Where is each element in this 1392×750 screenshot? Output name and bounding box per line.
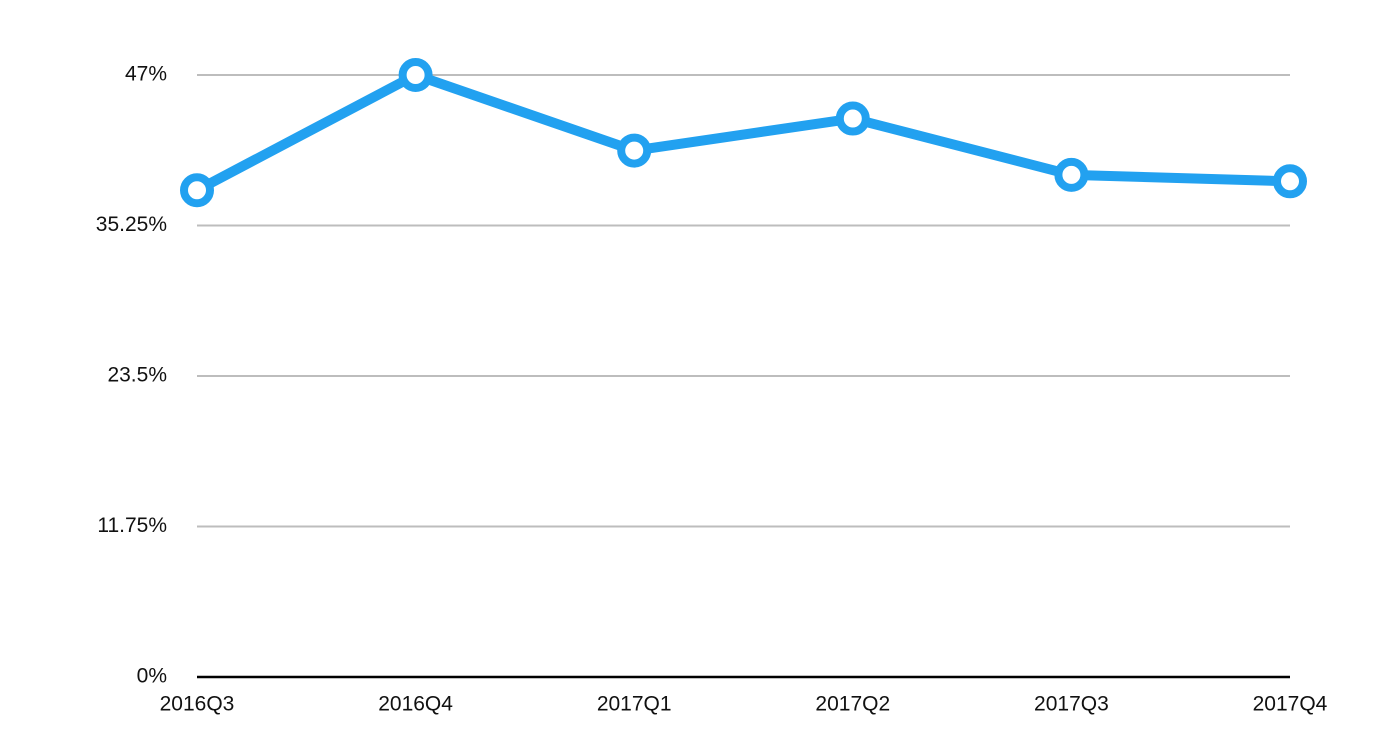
y-tick-label: 47% — [125, 63, 167, 86]
y-tick-label: 0% — [137, 665, 167, 688]
x-tick-label: 2016Q4 — [378, 693, 453, 716]
series-line — [194, 70, 1291, 195]
data-point — [617, 133, 652, 168]
x-tick-label: 2017Q2 — [815, 693, 890, 716]
x-tick-label: 2016Q3 — [160, 693, 235, 716]
y-tick-label: 23.5% — [107, 364, 167, 387]
x-tick-label: 2017Q4 — [1253, 693, 1328, 716]
data-point — [835, 101, 870, 136]
y-tick-label: 35.25% — [96, 213, 167, 236]
data-point — [398, 58, 433, 92]
y-tick-label: 11.75% — [97, 514, 167, 537]
data-point — [1054, 157, 1089, 192]
data-point — [180, 173, 214, 208]
data-point — [1273, 164, 1307, 199]
x-tick-label: 2017Q3 — [1034, 693, 1109, 716]
x-tick-label: 2017Q1 — [597, 693, 672, 716]
